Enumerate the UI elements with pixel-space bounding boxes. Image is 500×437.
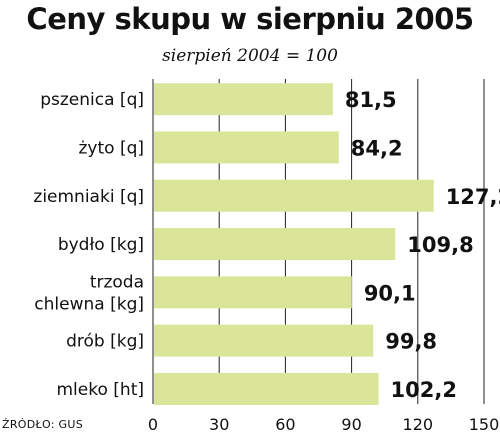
- category-label: pszenica [q]: [40, 90, 144, 110]
- bar: [154, 131, 339, 164]
- category-label: bydło [kg]: [58, 235, 144, 255]
- chart-title: Ceny skupu w sierpniu 2005: [26, 2, 474, 36]
- x-tick-label: 150: [469, 415, 500, 434]
- source-note: ŹRÓDŁO: GUS: [2, 418, 84, 431]
- x-tick-label: 60: [275, 415, 295, 434]
- value-label: 127,2: [446, 185, 500, 209]
- value-label: 84,2: [351, 136, 403, 160]
- bar: [154, 372, 379, 405]
- x-tick-label: 90: [341, 415, 361, 434]
- bar: [154, 179, 434, 212]
- value-label: 81,5: [345, 88, 397, 112]
- chart-subtitle: sierpień 2004 = 100: [162, 46, 338, 66]
- value-label: 102,2: [391, 378, 457, 402]
- value-labels: 81,5 84,2 127,2 109,8 90,1 99,8 102,2: [345, 88, 500, 402]
- bar: [154, 324, 374, 357]
- value-label: 90,1: [364, 281, 416, 305]
- bar: [154, 83, 333, 116]
- value-label: 109,8: [407, 233, 473, 257]
- category-label: trzoda: [90, 272, 144, 292]
- bars: [154, 83, 434, 405]
- category-label: mleko [ht]: [57, 380, 145, 400]
- bar: [154, 228, 396, 261]
- category-labels: pszenica [q] żyto [q] ziemniaki [q] bydło […: [33, 90, 144, 400]
- x-tick-labels: 0 30 60 90 120 150: [148, 415, 499, 434]
- category-label: żyto [q]: [78, 138, 144, 158]
- category-label: drób [kg]: [66, 332, 144, 352]
- category-label: ziemniaki [q]: [33, 187, 144, 207]
- category-label: chlewna [kg]: [34, 294, 144, 314]
- x-tick-label: 0: [148, 415, 158, 434]
- x-tick-label: 120: [403, 415, 434, 434]
- value-label: 99,8: [385, 330, 437, 354]
- x-tick-label: 30: [209, 415, 229, 434]
- bar: [154, 276, 352, 309]
